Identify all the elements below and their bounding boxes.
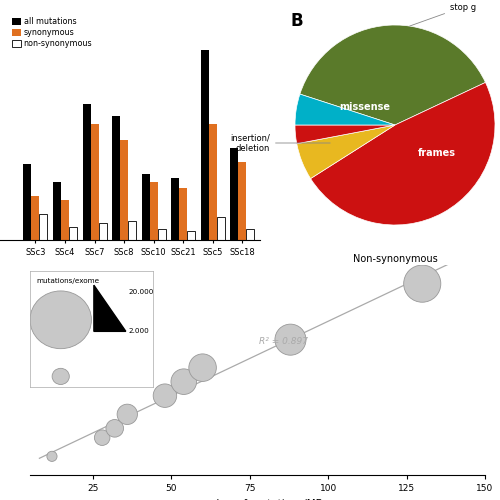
Wedge shape [310,82,495,225]
Point [286,336,294,344]
Bar [187,231,195,240]
Point [418,280,426,287]
Bar [128,221,136,240]
Title: Non-synonymous: Non-synonymous [352,254,438,264]
Point [98,434,106,442]
Bar [171,178,179,240]
Bar [142,174,150,240]
Bar [53,182,61,240]
Bar [158,229,166,240]
Text: R² = 0.897: R² = 0.897 [259,338,308,346]
Bar [216,217,224,240]
Bar [150,182,158,240]
Bar [98,223,106,240]
Bar [69,227,77,240]
Point [110,424,118,432]
Bar [208,124,216,240]
Bar [246,229,254,240]
Bar [90,124,98,240]
Bar [32,196,40,240]
Bar [238,162,246,240]
Text: frames: frames [418,148,456,158]
Point [48,452,56,460]
Bar [112,116,120,240]
Bar [201,50,208,240]
Bar [179,188,187,240]
Bar [40,214,48,240]
Wedge shape [300,25,486,125]
Bar [230,148,238,240]
Point [124,410,132,418]
Text: insertion/
deletion: insertion/ deletion [230,134,330,152]
Bar [82,104,90,240]
Point [180,378,188,386]
Bar [61,200,69,240]
Text: B: B [290,12,302,30]
Point [161,392,169,400]
Bar [24,164,32,240]
Legend: all mutations, synonymous, non-synonymous: all mutations, synonymous, non-synonymou… [9,14,96,52]
Point [198,364,206,372]
Text: missense: missense [340,102,390,112]
X-axis label: number of mutations/MB: number of mutations/MB [192,498,322,500]
Bar [120,140,128,240]
Wedge shape [295,94,395,125]
Text: stop g: stop g [410,2,476,26]
Wedge shape [295,125,395,144]
Wedge shape [297,125,395,178]
